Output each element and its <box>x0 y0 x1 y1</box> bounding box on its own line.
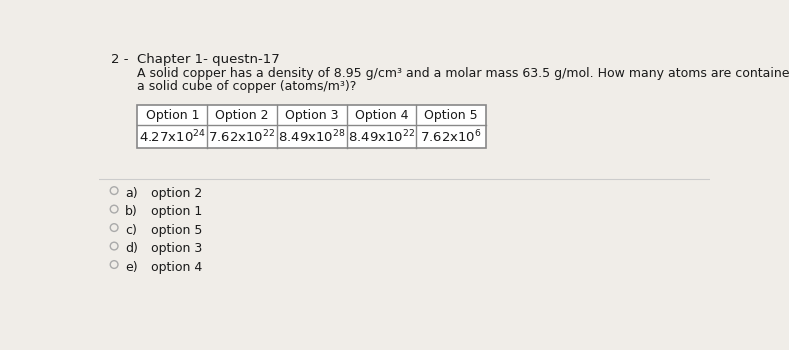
Text: $\mathsf{4.27x10}^{\mathsf{24}}$: $\mathsf{4.27x10}^{\mathsf{24}}$ <box>139 128 206 145</box>
Text: c): c) <box>125 224 136 237</box>
Text: Option 3: Option 3 <box>285 108 338 122</box>
Text: $\mathsf{7.62x10}^{\mathsf{22}}$: $\mathsf{7.62x10}^{\mathsf{22}}$ <box>208 128 275 145</box>
Text: $\mathsf{7.62x10}^{\mathsf{6}}$: $\mathsf{7.62x10}^{\mathsf{6}}$ <box>421 128 482 145</box>
Text: e): e) <box>125 261 137 274</box>
Text: option 5: option 5 <box>151 224 203 237</box>
Text: option 1: option 1 <box>151 205 203 218</box>
Text: Option 2: Option 2 <box>215 108 269 122</box>
Text: b): b) <box>125 205 138 218</box>
Text: option 3: option 3 <box>151 242 203 255</box>
Text: Option 5: Option 5 <box>424 108 478 122</box>
Bar <box>137 105 486 148</box>
Text: 2 -: 2 - <box>111 53 129 66</box>
Text: $\mathsf{8.49x10}^{\mathsf{28}}$: $\mathsf{8.49x10}^{\mathsf{28}}$ <box>278 128 346 145</box>
Text: a solid cube of copper (atoms/m³)?: a solid cube of copper (atoms/m³)? <box>137 80 357 93</box>
Text: Option 1: Option 1 <box>145 108 199 122</box>
Text: d): d) <box>125 242 138 255</box>
Text: option 4: option 4 <box>151 261 203 274</box>
Text: Chapter 1- questn-17: Chapter 1- questn-17 <box>137 53 280 66</box>
Text: $\mathsf{8.49x10}^{\mathsf{22}}$: $\mathsf{8.49x10}^{\mathsf{22}}$ <box>348 128 415 145</box>
Text: option 2: option 2 <box>151 187 203 200</box>
Bar <box>137 105 486 148</box>
Text: a): a) <box>125 187 137 200</box>
Text: Option 4: Option 4 <box>355 108 408 122</box>
Text: A solid copper has a density of 8.95 g/cm³ and a molar mass 63.5 g/mol. How many: A solid copper has a density of 8.95 g/c… <box>137 66 789 80</box>
